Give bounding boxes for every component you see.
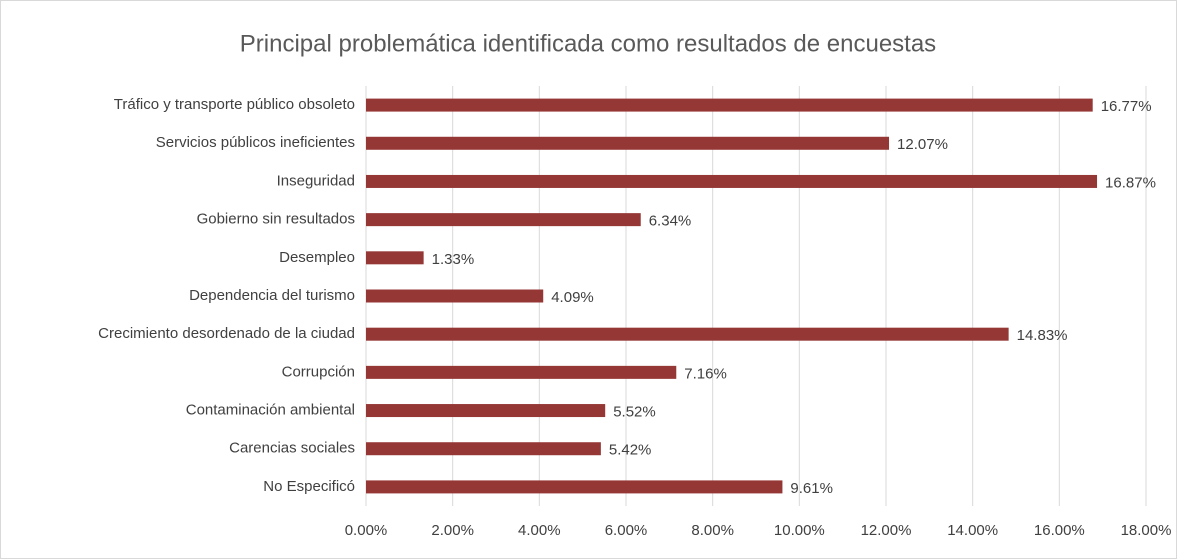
value-label: 6.34% xyxy=(649,213,692,230)
bar xyxy=(366,289,544,303)
y-tick-label: Gobierno sin resultados xyxy=(197,211,355,228)
value-label: 9.61% xyxy=(790,480,833,497)
x-tick-label: 10.00% xyxy=(774,522,825,539)
y-tick-label: Inseguridad xyxy=(277,172,355,189)
bar xyxy=(366,98,1093,112)
bar xyxy=(366,136,890,150)
x-tick-label: 8.00% xyxy=(691,522,734,539)
x-tick-label: 12.00% xyxy=(861,522,912,539)
bar xyxy=(366,327,1009,341)
y-tick-label: Tráfico y transporte público obsoleto xyxy=(114,96,355,113)
value-label: 14.83% xyxy=(1017,327,1068,344)
x-tick-label: 6.00% xyxy=(605,522,648,539)
chart-title: Principal problemática identificada como… xyxy=(240,30,936,57)
value-label: 4.09% xyxy=(551,289,594,306)
x-tick-label: 14.00% xyxy=(947,522,998,539)
x-tick-label: 0.00% xyxy=(345,522,388,539)
y-tick-label: No Especificó xyxy=(263,478,355,495)
y-tick-label: Contaminación ambiental xyxy=(186,402,355,419)
value-label: 5.42% xyxy=(609,442,652,459)
value-label: 16.77% xyxy=(1101,98,1152,115)
bar xyxy=(366,404,606,418)
bar xyxy=(366,174,1098,188)
value-label: 16.87% xyxy=(1105,174,1156,191)
value-label: 1.33% xyxy=(432,251,475,268)
y-tick-label: Desempleo xyxy=(279,249,355,266)
x-tick-label: 2.00% xyxy=(431,522,474,539)
y-tick-label: Dependencia del turismo xyxy=(189,287,355,304)
x-tick-label: 18.00% xyxy=(1121,522,1172,539)
value-label: 5.52% xyxy=(613,404,656,421)
bar xyxy=(366,251,424,265)
bar xyxy=(366,213,641,227)
y-tick-label: Servicios públicos ineficientes xyxy=(156,134,355,151)
bar xyxy=(366,442,601,456)
y-tick-label: Corrupción xyxy=(282,363,355,380)
x-tick-label: 16.00% xyxy=(1034,522,1085,539)
y-tick-label: Carencias sociales xyxy=(229,440,355,457)
bar xyxy=(366,365,677,379)
x-tick-label: 4.00% xyxy=(518,522,561,539)
y-tick-label: Crecimiento desordenado de la ciudad xyxy=(98,325,355,342)
bar xyxy=(366,480,783,494)
value-label: 7.16% xyxy=(684,365,727,382)
value-label: 12.07% xyxy=(897,136,948,153)
